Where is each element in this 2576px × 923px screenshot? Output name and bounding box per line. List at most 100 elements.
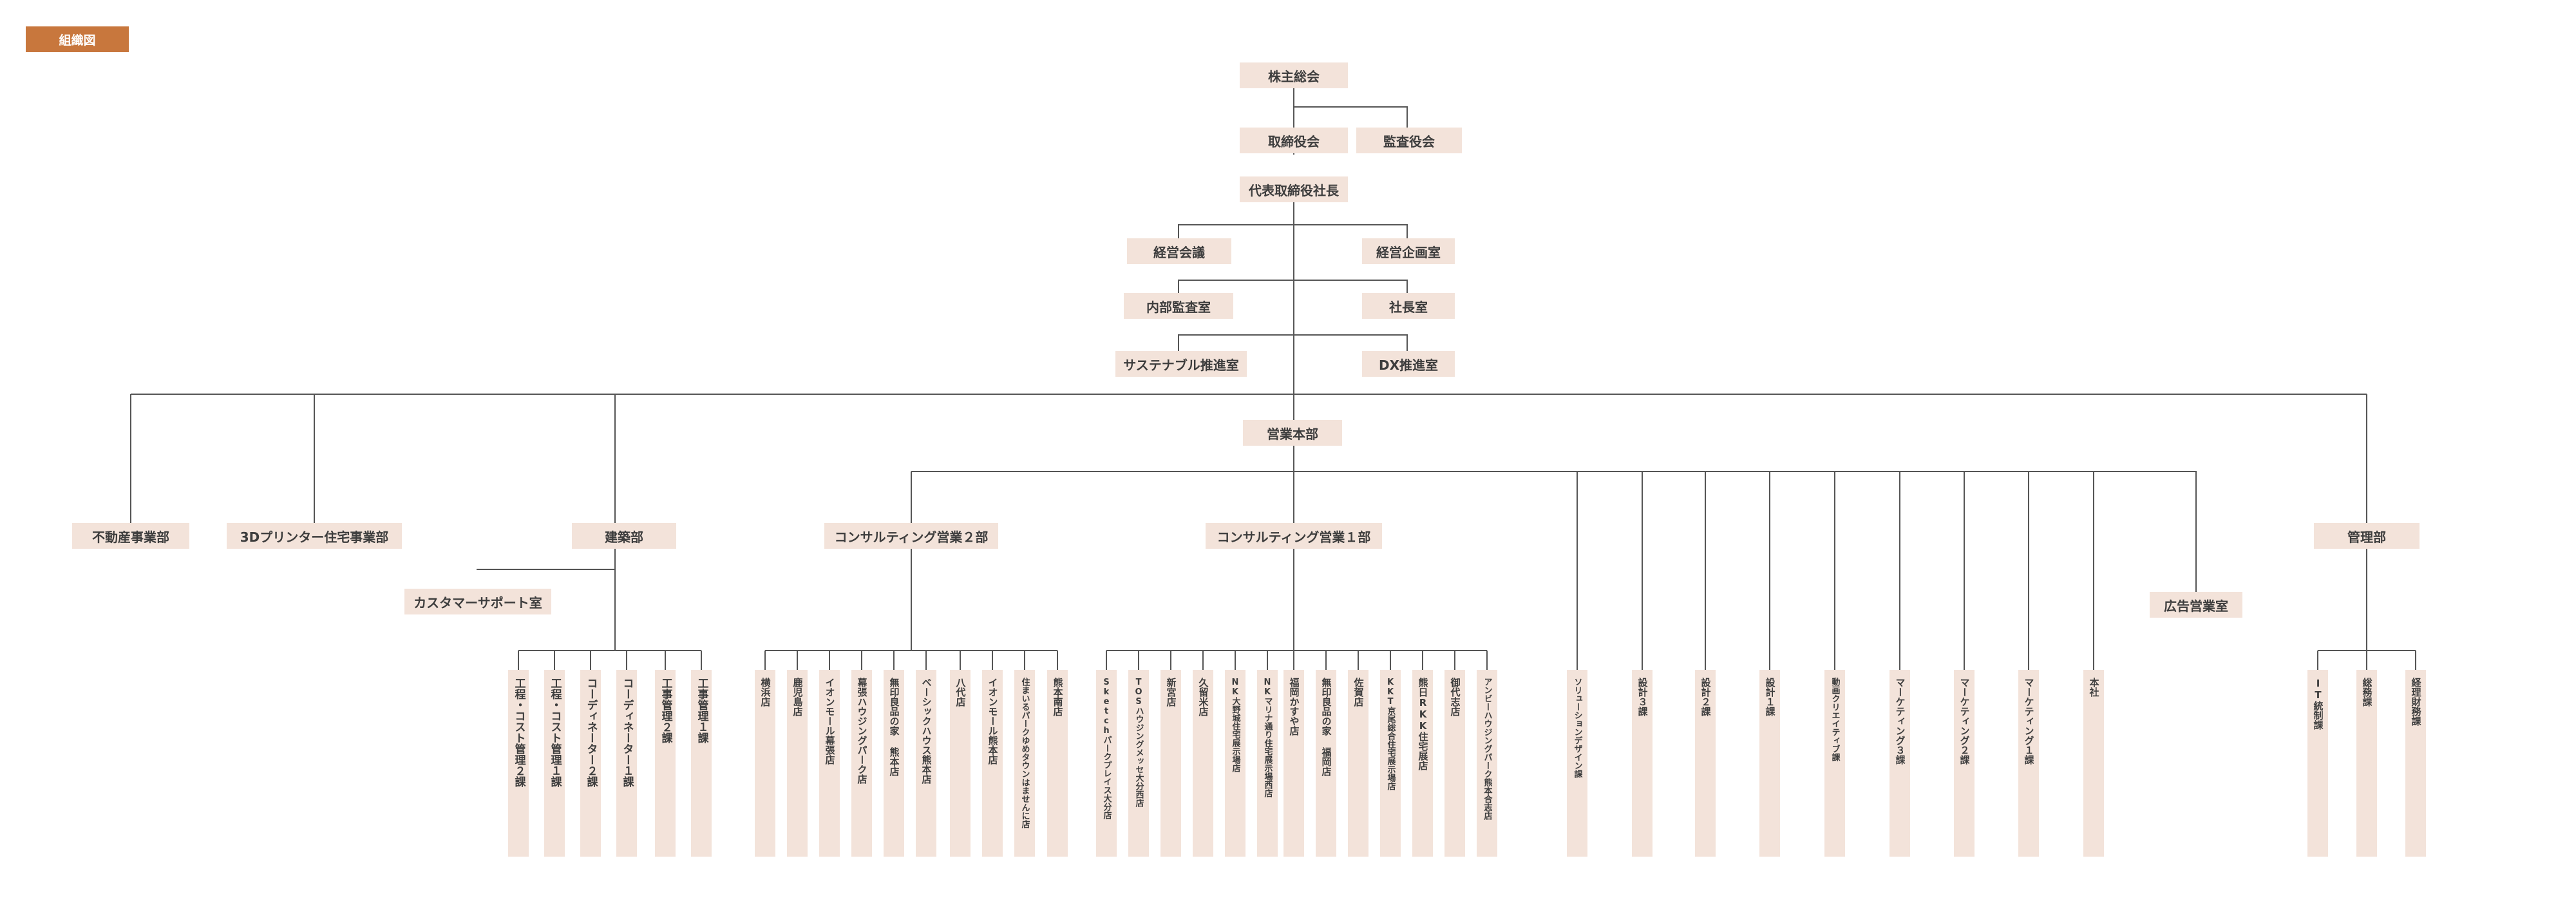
- architecture-section: コーディネーター２課: [580, 670, 601, 857]
- consulting2-dept-box: コンサルティング営業２部: [824, 523, 998, 549]
- branch-label: 新宮店: [1165, 678, 1177, 707]
- consulting2-branch: ベーシックハウス熊本店: [916, 670, 936, 857]
- architecture-section: 工事管理１課: [691, 670, 712, 857]
- president-box: 代表取締役社長: [1240, 176, 1348, 202]
- sales-section: 設計１課: [1759, 670, 1780, 857]
- consulting1-branch: NK大野城住宅展示場店: [1225, 670, 1245, 857]
- sales-section: 設計２課: [1695, 670, 1716, 857]
- consulting1-dept-box: コンサルティング営業１部: [1206, 523, 1382, 549]
- branch-label: NKマリナ通り住宅展示場西店: [1262, 678, 1273, 797]
- section-label: 経理財務課: [2410, 678, 2422, 726]
- branch-label: 鹿児島店: [791, 678, 804, 716]
- branch-label: 横浜店: [759, 678, 772, 707]
- architecture-section: 工事管理２課: [655, 670, 676, 857]
- printer3d-dept-box: 3Dプリンター住宅事業部: [227, 523, 402, 549]
- sales-hq-box: 営業本部: [1243, 420, 1342, 446]
- branch-label: NK大野城住宅展示場店: [1230, 678, 1240, 772]
- real-estate-dept-box: 不動産事業部: [72, 523, 189, 549]
- consulting1-branch: 熊日RKK住宅展店: [1412, 670, 1433, 857]
- shareholders-box: 株主総会: [1240, 62, 1348, 88]
- consulting1-branch: 御代志店: [1444, 670, 1465, 857]
- consulting2-branch: 無印良品の家 熊本店: [884, 670, 904, 857]
- consulting1-branch: 新宮店: [1160, 670, 1181, 857]
- consulting2-branch: 幕張ハウジングパーク店: [851, 670, 872, 857]
- sales-section: 動画クリエイティブ課: [1824, 670, 1845, 857]
- branch-label: 久留米店: [1197, 678, 1209, 716]
- section-label: IT統制課: [2312, 678, 2324, 730]
- branch-label: 御代志店: [1449, 678, 1461, 716]
- consulting1-branch: 久留米店: [1193, 670, 1213, 857]
- ad-sales-box: 広告営業室: [2150, 592, 2242, 618]
- consulting1-branch: 佐賀店: [1348, 670, 1368, 857]
- consulting2-branch: 鹿児島店: [787, 670, 808, 857]
- consulting1-branch: 福岡かすや店: [1283, 670, 1304, 857]
- customer-support-box: カスタマーサポート室: [404, 589, 551, 614]
- consulting2-branch: 横浜店: [755, 670, 775, 857]
- branch-label: 無印良品の家 熊本店: [888, 678, 900, 776]
- management-meeting-box: 経営会議: [1127, 238, 1231, 264]
- president-office-box: 社長室: [1362, 293, 1455, 319]
- architecture-section: 工程・コスト管理２課: [508, 670, 529, 857]
- board-box: 取締役会: [1240, 128, 1348, 153]
- planning-office-box: 経営企画室: [1362, 238, 1455, 264]
- consulting2-branch: 熊本南店: [1047, 670, 1068, 857]
- consulting1-branch: Sketchパークプレイス大分店: [1096, 670, 1117, 857]
- branch-label: TOSハウジングメッセ大分西店: [1133, 678, 1144, 807]
- section-label: 動画クリエイティブ課: [1830, 678, 1840, 761]
- branch-label: アンビーハウジングパーク熊本合志店: [1482, 678, 1492, 820]
- internal-audit-box: 内部監査室: [1124, 293, 1233, 319]
- sales-section: マーケティング３課: [1889, 670, 1910, 857]
- section-label: ソリューションデザイン課: [1572, 678, 1582, 778]
- consulting1-branch: TOSハウジングメッセ大分西店: [1128, 670, 1149, 857]
- section-label: コーディネーター２課: [584, 678, 598, 787]
- section-label: マーケティング１課: [2023, 678, 2035, 765]
- section-label: 設計３課: [1636, 678, 1649, 716]
- sustainability-box: サステナブル推進室: [1115, 351, 1247, 377]
- sales-section: ソリューションデザイン課: [1567, 670, 1587, 857]
- section-label: 工程・コスト管理２課: [512, 678, 526, 787]
- section-label: 工事管理２課: [659, 678, 672, 743]
- consulting2-branch: イオンモール熊本店: [982, 670, 1003, 857]
- branch-label: 佐賀店: [1352, 678, 1365, 707]
- branch-label: 無印良品の家 福岡店: [1320, 678, 1332, 776]
- branch-label: KKT京尾総合住宅展示場店: [1385, 678, 1396, 790]
- sales-section: 設計３課: [1632, 670, 1653, 857]
- section-label: 工程・コスト管理１課: [548, 678, 562, 787]
- branch-label: 八代店: [954, 678, 967, 707]
- section-label: 本社: [2088, 678, 2100, 697]
- section-label: コーディネーター１課: [620, 678, 634, 787]
- management-dept-box: 管理部: [2314, 523, 2420, 549]
- consulting2-branch: 住まいるパークゆめタウンはませんに店: [1014, 670, 1035, 857]
- branch-label: イオンモール幕張店: [824, 678, 836, 765]
- branch-label: Sketchパークプレイス大分店: [1101, 678, 1112, 819]
- management-section: 経理財務課: [2405, 670, 2426, 857]
- page-title: 組織図: [26, 26, 129, 52]
- architecture-section: コーディネーター１課: [616, 670, 637, 857]
- branch-label: 住まいるパークゆめタウンはませんに店: [1019, 678, 1030, 828]
- consulting1-branch: 無印良品の家 福岡店: [1316, 670, 1336, 857]
- dx-box: DX推進室: [1362, 351, 1455, 377]
- architecture-dept-box: 建築部: [572, 523, 676, 549]
- section-label: 設計２課: [1700, 678, 1712, 716]
- section-label: 工事管理１課: [695, 678, 708, 743]
- architecture-section: 工程・コスト管理１課: [544, 670, 565, 857]
- branch-label: イオンモール熊本店: [987, 678, 999, 765]
- consulting1-branch: KKT京尾総合住宅展示場店: [1380, 670, 1401, 857]
- management-section: 総務課: [2356, 670, 2377, 857]
- section-label: マーケティング３課: [1894, 678, 1906, 765]
- management-section: IT統制課: [2307, 670, 2328, 857]
- sales-section: 本社: [2083, 670, 2104, 857]
- sales-section: マーケティング２課: [1954, 670, 1975, 857]
- branch-label: 福岡かすや店: [1288, 678, 1300, 736]
- branch-label: 熊日RKK住宅展店: [1417, 678, 1429, 770]
- consulting1-branch: NKマリナ通り住宅展示場西店: [1257, 670, 1278, 857]
- audit-board-box: 監査役会: [1356, 128, 1462, 153]
- section-label: 総務課: [2361, 678, 2373, 707]
- consulting1-branch: アンビーハウジングパーク熊本合志店: [1477, 670, 1497, 857]
- branch-label: 熊本南店: [1052, 678, 1064, 716]
- sales-section: マーケティング１課: [2018, 670, 2039, 857]
- branch-label: ベーシックハウス熊本店: [920, 678, 933, 784]
- section-label: 設計１課: [1764, 678, 1776, 716]
- branch-label: 幕張ハウジングパーク店: [856, 678, 868, 784]
